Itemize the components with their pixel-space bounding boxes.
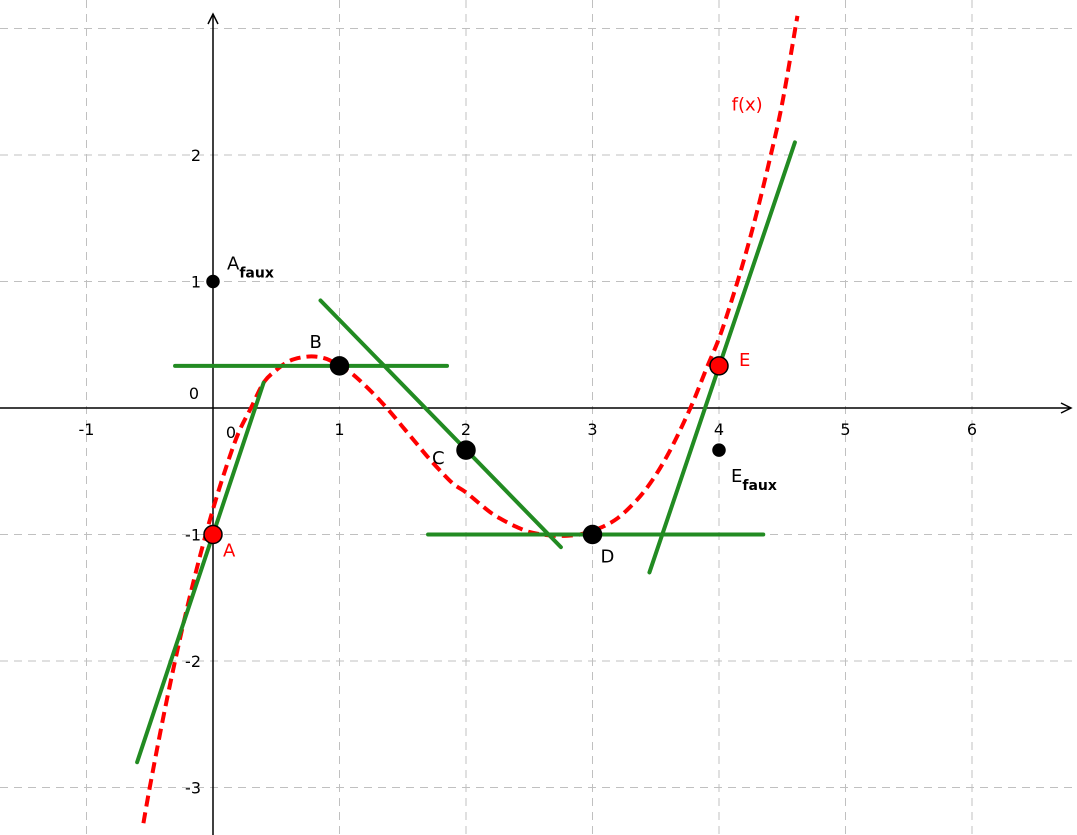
y-tick-label: -1 <box>185 526 201 545</box>
x-tick-label: 2 <box>461 420 471 439</box>
x-axis-arrow <box>1060 402 1073 414</box>
y-tick-label: -3 <box>185 779 201 798</box>
x-tick-label: 6 <box>967 420 977 439</box>
point-label-A: A <box>223 541 236 562</box>
point-E <box>709 356 729 376</box>
point-label-C: C <box>432 448 445 469</box>
point-label-text: E <box>731 466 742 487</box>
x-tick-label: 3 <box>587 420 597 439</box>
point-label-subscript: faux <box>239 266 274 282</box>
point-label-B: B <box>310 332 322 353</box>
curve-label: f(x) <box>732 95 763 116</box>
origin-x-label: 0 <box>226 423 236 442</box>
point-label-D: D <box>601 547 615 568</box>
y-tick-label: 1 <box>191 273 201 292</box>
point-A <box>203 524 223 545</box>
point-label-text: B <box>310 332 322 353</box>
tangent-line <box>135 380 266 765</box>
point-C <box>456 440 476 460</box>
y-tick-label: -2 <box>185 652 201 671</box>
origin-label: 0 <box>189 384 199 403</box>
point-label-A-faux: Afaux <box>227 254 274 282</box>
point-label-text: D <box>601 547 615 568</box>
point-A-faux <box>206 274 220 289</box>
x-tick-label: 5 <box>840 420 850 439</box>
point-B <box>329 356 350 376</box>
points <box>203 274 729 545</box>
point-label-E: E <box>739 350 750 371</box>
point-E-faux <box>712 443 726 457</box>
point-label-text: E <box>739 350 750 371</box>
x-tick-label: 4 <box>714 420 724 439</box>
curve-f <box>141 15 800 824</box>
y-tick-label: 2 <box>191 146 201 165</box>
y-axis-arrow <box>207 12 219 25</box>
point-D <box>582 524 603 545</box>
point-label-text: A <box>227 254 240 275</box>
function-curve <box>141 15 800 824</box>
x-tick-label: -1 <box>79 420 95 439</box>
axes: -1 1 2 3 4 5 6 -3 -2 -1 1 2 0 0 <box>0 12 1073 835</box>
tangent-line <box>318 298 563 550</box>
point-label-subscript: faux <box>742 478 777 494</box>
x-tick-label: 1 <box>334 420 344 439</box>
point-label-text: A <box>223 541 236 562</box>
point-label-text: C <box>432 448 445 469</box>
point-label-E-faux: Efaux <box>731 466 777 494</box>
